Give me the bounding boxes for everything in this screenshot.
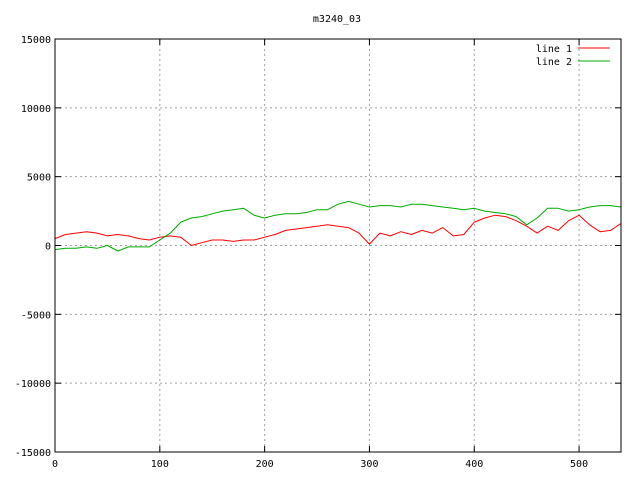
x-tick-label: 300	[360, 459, 378, 470]
y-tick-label: 5000	[27, 173, 51, 184]
series-line-1	[54, 214, 622, 246]
legend: line 1 line 2	[536, 44, 610, 68]
ticks: 0 100 200 300 400 500 -15000 -10000 -5000 0 5000 10…	[15, 35, 621, 470]
y-tick-label: -5000	[21, 310, 51, 321]
x-tick-label: 100	[151, 459, 169, 470]
y-tick-label: -10000	[15, 379, 51, 390]
x-tick-label: 200	[256, 459, 274, 470]
x-tick-label: 0	[52, 459, 58, 470]
y-tick-label: 15000	[21, 35, 51, 46]
y-tick-label: -15000	[15, 448, 51, 459]
legend-label-2: line 2	[536, 57, 572, 68]
grid	[55, 39, 621, 452]
y-tick-label: 10000	[21, 104, 51, 115]
x-tick-label: 400	[465, 459, 483, 470]
series-layer	[54, 200, 622, 252]
x-tick-label: 500	[570, 459, 588, 470]
chart-title: m3240_03	[313, 14, 361, 25]
series-line-2	[54, 200, 622, 252]
y-tick-label: 0	[45, 242, 51, 253]
legend-label-1: line 1	[536, 44, 572, 55]
